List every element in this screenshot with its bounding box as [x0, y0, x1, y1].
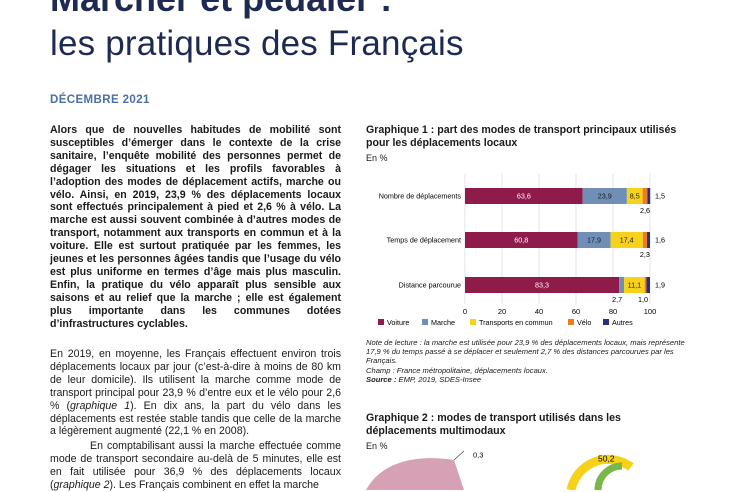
legend-label: Voiture [387, 318, 409, 327]
reading-note-label: Note de lecture [366, 338, 418, 347]
chart-1-title: Graphique 1 : part des modes de transpor… [366, 124, 677, 149]
chart-2-unit: En % [366, 441, 388, 451]
x-tick-label: 80 [609, 307, 617, 316]
legend-swatch [568, 319, 574, 325]
body-paragraph-1: En 2019, en moyenne, les Français effect… [50, 348, 341, 438]
bar-segment [465, 232, 578, 248]
chart-2-donut-arc [566, 454, 634, 490]
bar-segment [626, 188, 643, 204]
legend-swatch [378, 319, 384, 325]
data-label: 63,6 [517, 192, 531, 201]
reading-note-text: : la marche est utilisée pour 23,9 % des… [366, 338, 685, 366]
data-label: 8,5 [630, 192, 640, 201]
graphique-1-reference: graphique 1 [70, 399, 131, 412]
body-paragraph-2-text-end: ). Les Français combinent en effet la ma… [109, 478, 319, 491]
legend-label: Autres [612, 318, 633, 327]
data-label: 60,8 [514, 236, 528, 245]
legend-label: Transports en commun [479, 318, 553, 327]
x-tick-label: 60 [572, 307, 580, 316]
bar-segment [619, 277, 625, 293]
chart-1-notes: Note de lecture : la marche est utilisée… [366, 338, 686, 384]
bar-segment [610, 232, 643, 248]
intro-paragraph: Alors que de nouvelles habitudes de mobi… [50, 124, 341, 330]
chart-1-unit: En % [366, 153, 388, 163]
article-title-line1: Marcher et pédaler : [50, 0, 392, 20]
category-label: Nombre de déplacements [379, 192, 462, 201]
chart-2-label-50-2: 50,2 [598, 453, 615, 463]
bar-segment [624, 277, 645, 293]
bar-segment [646, 277, 650, 293]
chart-2-title: Graphique 2 : modes de transport utilisé… [366, 412, 621, 437]
bar-segment [647, 188, 651, 204]
bar-segment [582, 188, 627, 204]
legend-swatch [470, 319, 476, 325]
chart-2-donut-arc-green [594, 462, 623, 490]
data-label: 17,9 [587, 236, 601, 245]
source-text: EMP, 2019, SDES-Insee [396, 374, 482, 384]
bar-segment [465, 188, 583, 204]
publication-date: DÉCEMBRE 2021 [50, 94, 150, 106]
chart-1-stacked-bar: 0 20 40 60 80 100 Nombre de déplacements 63,6 23… [378, 174, 665, 327]
category-label: Temps de déplacement [387, 236, 461, 245]
category-label: Distance parcourue [399, 281, 461, 290]
data-label: 1,9 [655, 281, 665, 290]
bar-segment [644, 277, 647, 293]
data-label: 2,7 [612, 295, 622, 304]
chart-2-label-0-3: 0,3 [473, 451, 483, 460]
data-label: 17,4 [620, 236, 634, 245]
data-label: 2,6 [640, 206, 650, 215]
chart-1-source: Source : EMP, 2019, SDES-Insee [366, 375, 481, 384]
data-label: 1,0 [638, 295, 648, 304]
x-tick-label: 40 [535, 307, 543, 316]
x-tick-label: 100 [644, 307, 657, 316]
x-tick-label: 20 [498, 307, 506, 316]
body-paragraph-2: En comptabilisant aussi la marche effect… [50, 440, 341, 492]
data-label: 83,3 [535, 281, 549, 290]
chart-1-reading-note: Note de lecture : la marche est utilisée… [366, 338, 685, 365]
graphique-2-reference: graphique 2 [53, 478, 110, 491]
data-label: 23,9 [598, 192, 612, 201]
legend-swatch [422, 319, 428, 325]
chart-1-field: Champ : France métropolitaine, déplaceme… [366, 365, 548, 375]
chart-2-partial: 0,3 50,2 [366, 450, 634, 490]
data-label: 2,3 [640, 250, 650, 259]
bar-segment [642, 232, 648, 248]
bar-segment [642, 188, 648, 204]
article-title-line2: les pratiques des Français [50, 24, 464, 63]
bar-segment [465, 277, 620, 293]
legend-label: Vélo [577, 318, 591, 327]
body-paragraph-2-text: En comptabilisant aussi la marche effect… [50, 440, 341, 491]
body-paragraph-1-text-end: ). En dix ans, la part du vélo dans les … [50, 399, 342, 438]
data-label: 1,6 [655, 236, 665, 245]
body-paragraph-1-text: En 2019, en moyenne, les Français effect… [50, 348, 341, 412]
data-label: 11,1 [628, 281, 641, 290]
chart-2-label-leader [453, 450, 465, 461]
bar-segment [577, 232, 611, 248]
x-tick-label: 0 [463, 307, 467, 316]
legend-label: Marche [431, 318, 455, 327]
chart-2-pie-slice [366, 458, 464, 490]
source-label: Source : [366, 374, 397, 384]
bar-segment [647, 232, 650, 248]
data-label: 1,5 [655, 192, 665, 201]
legend-swatch [603, 319, 609, 325]
